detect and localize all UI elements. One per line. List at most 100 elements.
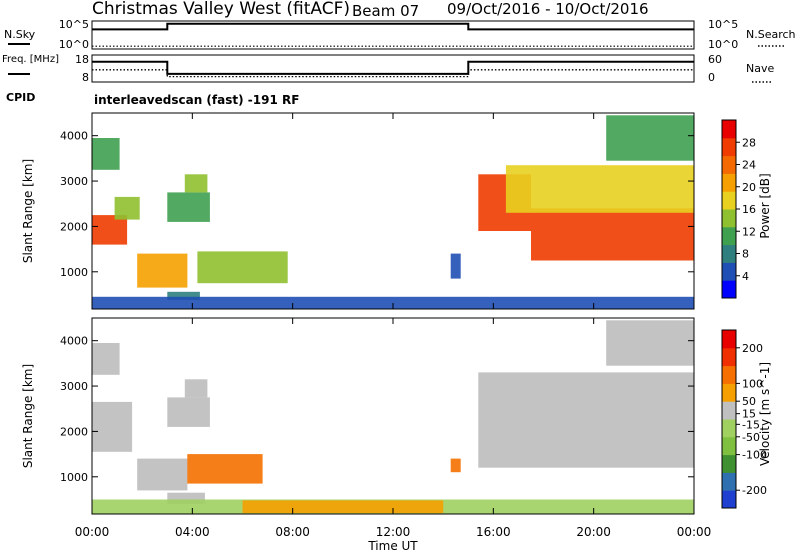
power-colorbar: 4 8 12 16 20 24 28 (721, 119, 756, 299)
velocity-region-8 (242, 500, 444, 514)
colorbar-swatch (722, 226, 736, 246)
colorbar-swatch (722, 191, 736, 210)
power-heatmap (92, 115, 694, 310)
noise-frame (91, 20, 695, 50)
velocity-region-4 (137, 458, 188, 491)
power-region-7 (167, 291, 200, 300)
noise-search-label: N.Search (746, 28, 796, 41)
nave-ytick-top: 60 (708, 53, 722, 66)
station-title: Christmas Valley West (fitACF) (92, 0, 350, 19)
frequency-frame (91, 54, 695, 83)
ytick-label: 1000 (60, 471, 88, 484)
ytick-label: 3000 (60, 380, 88, 393)
power-region-0 (92, 215, 128, 245)
cpid-text: interleavedscan (fast) -191 RF (94, 93, 299, 107)
xtick-label: 20:00 (576, 525, 611, 539)
frequency-series-0 (92, 60, 694, 75)
cpid-label: CPID (6, 91, 35, 104)
ytick-label: 4000 (60, 130, 88, 143)
noise-ytick-bottom-left: 10^0 (59, 38, 89, 51)
colorbar-tick-label: 100 (742, 377, 763, 390)
power-ylabel: Slant Range [km] (21, 159, 35, 263)
noise-ytick-bottom-right: 10^0 (708, 38, 738, 51)
power-region-2 (92, 138, 120, 170)
colorbar-tick-label: 28 (742, 136, 756, 149)
frequency-label: Freq. [MHz] (2, 54, 59, 65)
frequency-ytick-top: 18 (75, 53, 89, 66)
frequency-series-1 (92, 69, 694, 78)
velocity-region-2 (167, 397, 210, 427)
noise-ytick-top-left: 10^5 (59, 18, 89, 31)
power-region-8 (92, 296, 694, 310)
colorbar-swatch (722, 490, 736, 509)
velocity-yticks: 1000 2000 3000 4000 (60, 335, 694, 484)
colorbar-swatch (722, 120, 736, 139)
velocity-region-10 (478, 372, 694, 468)
colorbar-tick-label: 20 (742, 181, 756, 194)
colorbar-swatch (722, 347, 736, 367)
colorbar-swatch (722, 280, 736, 299)
power-region-3 (167, 192, 210, 222)
colorbar-swatch (722, 262, 736, 281)
noise-series-0 (92, 22, 694, 31)
velocity-heatmap (92, 320, 694, 514)
nave-label: Nave (746, 62, 774, 75)
colorbar-tick-label: -200 (742, 484, 767, 497)
colorbar-swatch (722, 419, 736, 438)
colorbar-swatch (722, 472, 736, 491)
velocity-region-11 (606, 320, 694, 366)
frequency-panel: Freq. [MHz] 18 8 60 0 Nave (2, 53, 774, 84)
velocity-region-9 (450, 458, 461, 473)
colorbar-tick-label: 15 (742, 408, 756, 421)
nave-ytick-bottom: 0 (708, 71, 715, 84)
power-region-6 (197, 251, 288, 284)
colorbar-swatch (722, 436, 736, 456)
velocity-xticks: 00:00 04:00 08:00 12:00 16:00 20:00 00:00 (75, 113, 712, 539)
power-panel: Slant Range [km] 1000 2000 3000 4000 4 8 12 16… (21, 112, 772, 310)
ytick-label: 2000 (60, 220, 88, 233)
ytick-label: 3000 (60, 175, 88, 188)
velocity-region-0 (92, 401, 133, 452)
velocity-region-1 (92, 343, 120, 375)
colorbar-swatch (722, 209, 736, 228)
xtick-label: 00:00 (677, 525, 712, 539)
power-region-11 (531, 208, 694, 261)
power-yticks: 1000 2000 3000 4000 (60, 130, 694, 279)
power-region-13 (606, 115, 694, 161)
velocity-region-3 (184, 379, 208, 398)
colorbar-tick-label: 200 (742, 342, 763, 355)
colorbar-tick-label: 8 (742, 248, 749, 261)
colorbar-swatch (722, 454, 736, 473)
colorbar-tick-label: 4 (742, 270, 749, 283)
frequency-ytick-bottom: 8 (82, 71, 89, 84)
colorbar-swatch (722, 401, 736, 420)
noise-sky-label: N.Sky (4, 28, 36, 41)
colorbar-tick-label: 24 (742, 159, 756, 172)
velocity-region-5 (187, 454, 263, 484)
colorbar-swatch (722, 155, 736, 174)
xtick-label: 16:00 (476, 525, 511, 539)
colorbar-tick-label: -50 (742, 431, 760, 444)
colorbar-tick-label: -15 (742, 418, 760, 431)
velocity-ylabel: Slant Range [km] (21, 364, 35, 468)
colorbar-tick-label: 16 (742, 203, 756, 216)
colorbar-swatch (722, 383, 736, 402)
ytick-label: 2000 (60, 425, 88, 438)
power-region-12 (505, 165, 694, 213)
colorbar-tick-label: 50 (742, 395, 756, 408)
noise-panel: N.Sky 10^5 10^0 10^5 10^0 N.Search (4, 18, 796, 51)
power-region-1 (114, 196, 140, 220)
xtick-label: 12:00 (376, 525, 411, 539)
frequency-lines (92, 60, 694, 78)
noise-ytick-top-right: 10^5 (708, 18, 738, 31)
colorbar-frame (721, 329, 737, 509)
colorbar-tick-label: 12 (742, 225, 756, 238)
noise-lines (92, 22, 694, 47)
beam-label: Beam 07 (352, 2, 419, 20)
colorbar-tick-label: -100 (742, 449, 767, 462)
colorbar-swatch (722, 365, 736, 384)
colorbar-swatch (722, 137, 736, 157)
